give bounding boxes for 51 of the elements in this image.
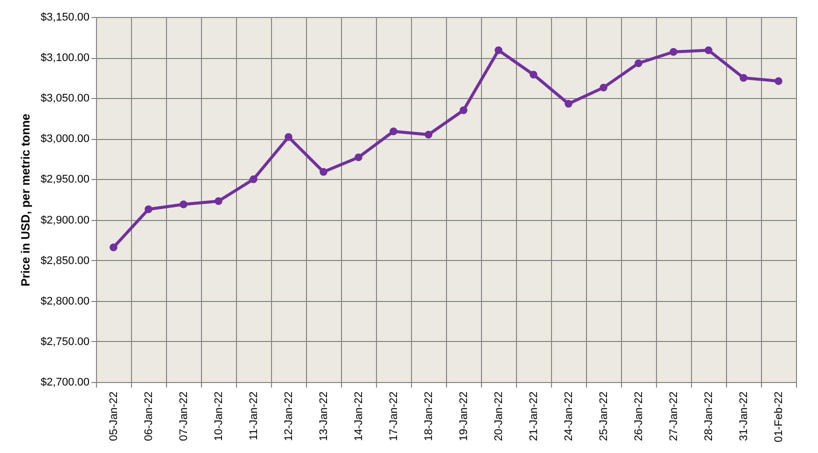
x-tick-label: 11-Jan-22 (248, 392, 260, 440)
y-tick-label: $3,050.00 (40, 92, 90, 105)
point (494, 46, 502, 54)
y-tick-label: $2,800.00 (40, 295, 90, 308)
x-tick-label: 20-Jan-22 (493, 392, 505, 442)
y-tick-label: $3,100.00 (40, 52, 90, 64)
point (564, 100, 572, 108)
y-tick-label: $2,900.00 (40, 214, 90, 226)
x-tick-label: 24-Jan-22 (563, 392, 575, 442)
x-tick-label: 28-Jan-22 (703, 392, 715, 442)
point (424, 130, 432, 138)
y-axis-title: Price in USD, per metric tonne (18, 113, 33, 286)
x-tick-label: 31-Jan-22 (738, 392, 750, 442)
point (670, 48, 678, 56)
y-tick-label: $3,150.00 (40, 12, 90, 24)
x-tick-label: 14-Jan-22 (353, 392, 365, 442)
x-tick-label: 07-Jan-22 (178, 392, 190, 442)
point (250, 175, 258, 184)
point (354, 153, 362, 162)
point (530, 70, 538, 78)
x-tick-label: 12-Jan-22 (283, 392, 295, 442)
point (740, 74, 748, 82)
x-tick-label: 26-Jan-22 (633, 392, 645, 442)
y-tick-label: $3,000.00 (40, 133, 90, 146)
x-tick-label: 10-Jan-22 (213, 392, 225, 442)
x-tick-label: 27-Jan-22 (668, 392, 680, 442)
point (704, 46, 712, 54)
point (600, 84, 608, 92)
x-tick-label: 13-Jan-22 (318, 392, 330, 442)
point (180, 200, 188, 208)
point (634, 59, 642, 68)
point (390, 128, 398, 136)
point (320, 168, 328, 176)
point (214, 197, 222, 205)
point (774, 77, 782, 85)
x-tick-label: 01-Feb-22 (773, 392, 785, 442)
x-tick-label: 05-Jan-22 (108, 392, 120, 442)
y-tick-label: $2,750.00 (40, 336, 90, 348)
point (110, 243, 118, 252)
x-tick-label: 25-Jan-22 (598, 392, 610, 442)
x-tick-label: 21-Jan-22 (528, 392, 540, 442)
point (144, 205, 152, 214)
x-tick-label: 18-Jan-22 (423, 392, 435, 442)
point (460, 106, 468, 114)
x-tick-label: 17-Jan-22 (388, 392, 400, 442)
y-tick-label: $2,700.00 (40, 376, 90, 388)
y-tick-label: $2,950.00 (40, 174, 90, 186)
y-tick-label: $2,850.00 (40, 254, 90, 267)
point (284, 133, 292, 141)
x-tick-label: 19-Jan-22 (458, 392, 470, 442)
x-tick-label: 06-Jan-22 (143, 392, 155, 442)
